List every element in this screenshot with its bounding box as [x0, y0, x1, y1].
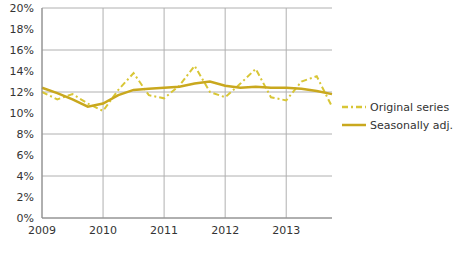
svg-text:16%: 16% — [10, 44, 34, 57]
svg-text:14%: 14% — [10, 65, 34, 78]
svg-text:2009: 2009 — [28, 224, 56, 237]
svg-text:10%: 10% — [10, 107, 34, 120]
svg-text:8%: 8% — [17, 128, 34, 141]
html-text:Original series: Original series — [370, 100, 450, 114]
html-text:Seasonally adj.: Seasonally adj. — [370, 118, 454, 132]
svg-text:2010: 2010 — [89, 224, 117, 237]
svg-text:2011: 2011 — [150, 224, 178, 237]
svg-text:2013: 2013 — [272, 224, 300, 237]
svg-text:20%: 20% — [10, 2, 34, 15]
svg-text:18%: 18% — [10, 23, 34, 36]
svg-text:2%: 2% — [17, 191, 34, 204]
svg-text:6%: 6% — [17, 149, 34, 162]
svg-text:12%: 12% — [10, 86, 34, 99]
svg-text:0%: 0% — [17, 212, 34, 225]
svg-text:4%: 4% — [17, 170, 34, 183]
svg-text:2012: 2012 — [211, 224, 239, 237]
